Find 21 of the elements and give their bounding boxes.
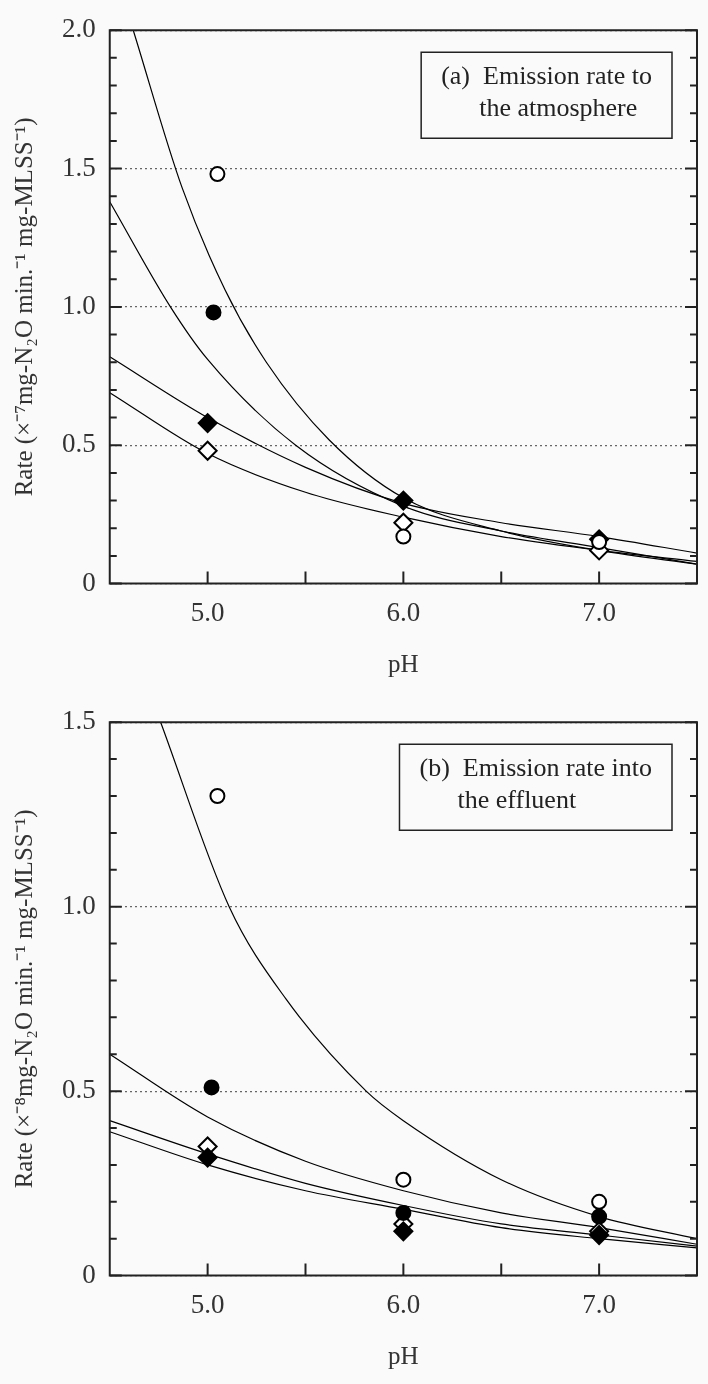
x-axis-title: pH <box>388 1341 419 1369</box>
y-tick-label: 0 <box>82 566 96 597</box>
x-tick-label: 5.0 <box>190 1288 225 1319</box>
x-axis-title: pH <box>388 649 419 677</box>
y-tick-label: 1.0 <box>62 889 96 920</box>
x-tick-label: 7.0 <box>582 596 616 627</box>
y-tick-label: 0.5 <box>62 428 96 459</box>
y-tick-label: 2.0 <box>62 13 96 44</box>
y-axis-title: Rate (×⁻⁸mg-N₂O min.⁻¹ mg-MLSS⁻¹) <box>9 809 38 1189</box>
y-tick-label: 0 <box>82 1258 96 1289</box>
y-tick-label: 1.0 <box>62 289 96 320</box>
y-tick-label: 1.5 <box>62 151 96 182</box>
x-tick-label: 6.0 <box>386 596 421 627</box>
x-tick-label: 6.0 <box>386 1288 421 1319</box>
y-tick-label: 1.5 <box>62 705 96 736</box>
y-axis-title: Rate (×⁻⁷mg-N₂O min.⁻¹ mg-MLSS⁻¹) <box>9 117 38 497</box>
text: (a) Emission rate to the atmosphere <box>441 61 653 123</box>
text: (b) Emission rate into the effluent <box>419 753 652 815</box>
x-tick-label: 5.0 <box>190 596 225 627</box>
x-tick-label: 7.0 <box>582 1288 616 1319</box>
y-tick-label: 0.5 <box>62 1074 96 1105</box>
